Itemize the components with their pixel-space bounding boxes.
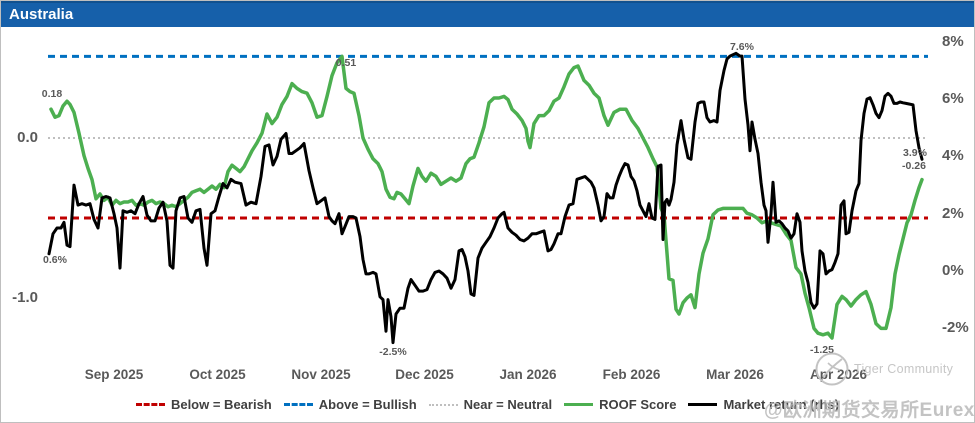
left-axis-tick: 0.0 [17, 129, 38, 146]
tiger-community-watermark: Tiger Community [813, 350, 953, 388]
legend-item-1: Above = Bullish [283, 397, 417, 412]
chart-title: Australia [9, 6, 74, 23]
legend-dashed-line-swatch [135, 403, 165, 406]
legend-label: Above = Bullish [318, 397, 417, 412]
right-axis-tick: 0% [942, 262, 964, 279]
legend: Below = Bearish Above = Bullish Near = Neu… [1, 397, 974, 412]
right-axis-tick: -2% [942, 319, 969, 337]
right-axis-tick: 8% [942, 32, 964, 50]
tiger-logo-icon [815, 352, 849, 386]
legend-solid-line-swatch [564, 403, 594, 406]
legend-dotted-line-swatch [428, 403, 458, 406]
legend-dashed-line-swatch [283, 403, 313, 406]
legend-label: Below = Bearish [170, 397, 272, 412]
legend-item-3: ROOF Score [564, 397, 676, 412]
left-axis: 0.0 -1.0 [1, 1, 38, 422]
roof-score-series-line [49, 54, 924, 340]
chart-title-bar: Australia [1, 1, 974, 27]
legend-item-2: Near = Neutral [428, 397, 553, 412]
legend-label: ROOF Score [599, 397, 677, 412]
tiger-community-text: Tiger Community [854, 362, 954, 376]
right-axis: 8% 6% 4% 2% 0% -2% [942, 1, 974, 422]
legend-solid-line-swatch [688, 403, 718, 406]
eurex-watermark: @欧洲期货交易所Eurex [764, 400, 975, 421]
right-axis-tick: 6% [942, 90, 964, 108]
legend-item-4: Market return (rhs) [688, 397, 839, 412]
legend-item-0: Below = Bearish [135, 397, 272, 412]
market-return-series-line [47, 51, 924, 345]
left-axis-tick: -1.0 [12, 289, 38, 306]
legend-label: Market return (rhs) [723, 397, 840, 412]
right-axis-tick: 4% [942, 147, 964, 165]
legend-label: Near = Neutral [463, 397, 553, 412]
right-axis-tick: 2% [942, 204, 964, 222]
